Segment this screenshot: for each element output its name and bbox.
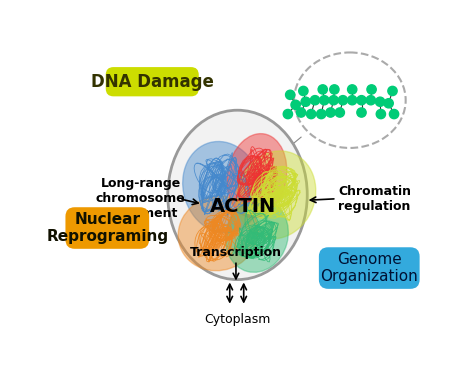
Ellipse shape bbox=[227, 134, 287, 218]
Ellipse shape bbox=[226, 199, 288, 272]
Ellipse shape bbox=[178, 196, 258, 271]
Circle shape bbox=[376, 109, 385, 119]
Circle shape bbox=[357, 95, 366, 105]
Circle shape bbox=[291, 100, 300, 109]
Circle shape bbox=[330, 85, 339, 94]
FancyBboxPatch shape bbox=[65, 207, 149, 249]
Circle shape bbox=[329, 95, 338, 105]
Circle shape bbox=[317, 109, 326, 119]
Circle shape bbox=[367, 85, 376, 94]
Text: Chromatin
regulation: Chromatin regulation bbox=[338, 185, 411, 213]
Text: DNA Damage: DNA Damage bbox=[91, 73, 214, 91]
Circle shape bbox=[388, 86, 397, 95]
Text: ACTIN: ACTIN bbox=[210, 197, 276, 216]
Circle shape bbox=[384, 99, 393, 108]
Ellipse shape bbox=[294, 53, 406, 148]
Text: Transcription: Transcription bbox=[190, 246, 282, 259]
Circle shape bbox=[296, 108, 306, 117]
Ellipse shape bbox=[168, 110, 307, 280]
Text: Cytoplasm: Cytoplasm bbox=[204, 313, 271, 326]
Circle shape bbox=[307, 109, 316, 119]
Circle shape bbox=[310, 95, 319, 105]
Circle shape bbox=[338, 95, 347, 105]
FancyBboxPatch shape bbox=[319, 247, 419, 289]
Circle shape bbox=[357, 108, 366, 117]
Circle shape bbox=[283, 109, 292, 119]
Ellipse shape bbox=[182, 141, 261, 233]
Circle shape bbox=[301, 97, 310, 106]
Circle shape bbox=[347, 85, 357, 94]
Circle shape bbox=[347, 95, 357, 105]
Circle shape bbox=[366, 95, 375, 105]
Circle shape bbox=[390, 109, 399, 119]
Text: Long-range
chromosome
movement: Long-range chromosome movement bbox=[96, 177, 185, 220]
Circle shape bbox=[318, 85, 328, 94]
Circle shape bbox=[335, 108, 345, 117]
Text: Genome
Organization: Genome Organization bbox=[320, 252, 418, 284]
Text: Nuclear
Reprograming: Nuclear Reprograming bbox=[46, 212, 168, 244]
Circle shape bbox=[299, 86, 308, 95]
Ellipse shape bbox=[237, 151, 316, 239]
Circle shape bbox=[375, 97, 385, 106]
Circle shape bbox=[285, 90, 295, 100]
Circle shape bbox=[326, 108, 335, 117]
Circle shape bbox=[319, 95, 329, 105]
FancyBboxPatch shape bbox=[106, 67, 199, 96]
